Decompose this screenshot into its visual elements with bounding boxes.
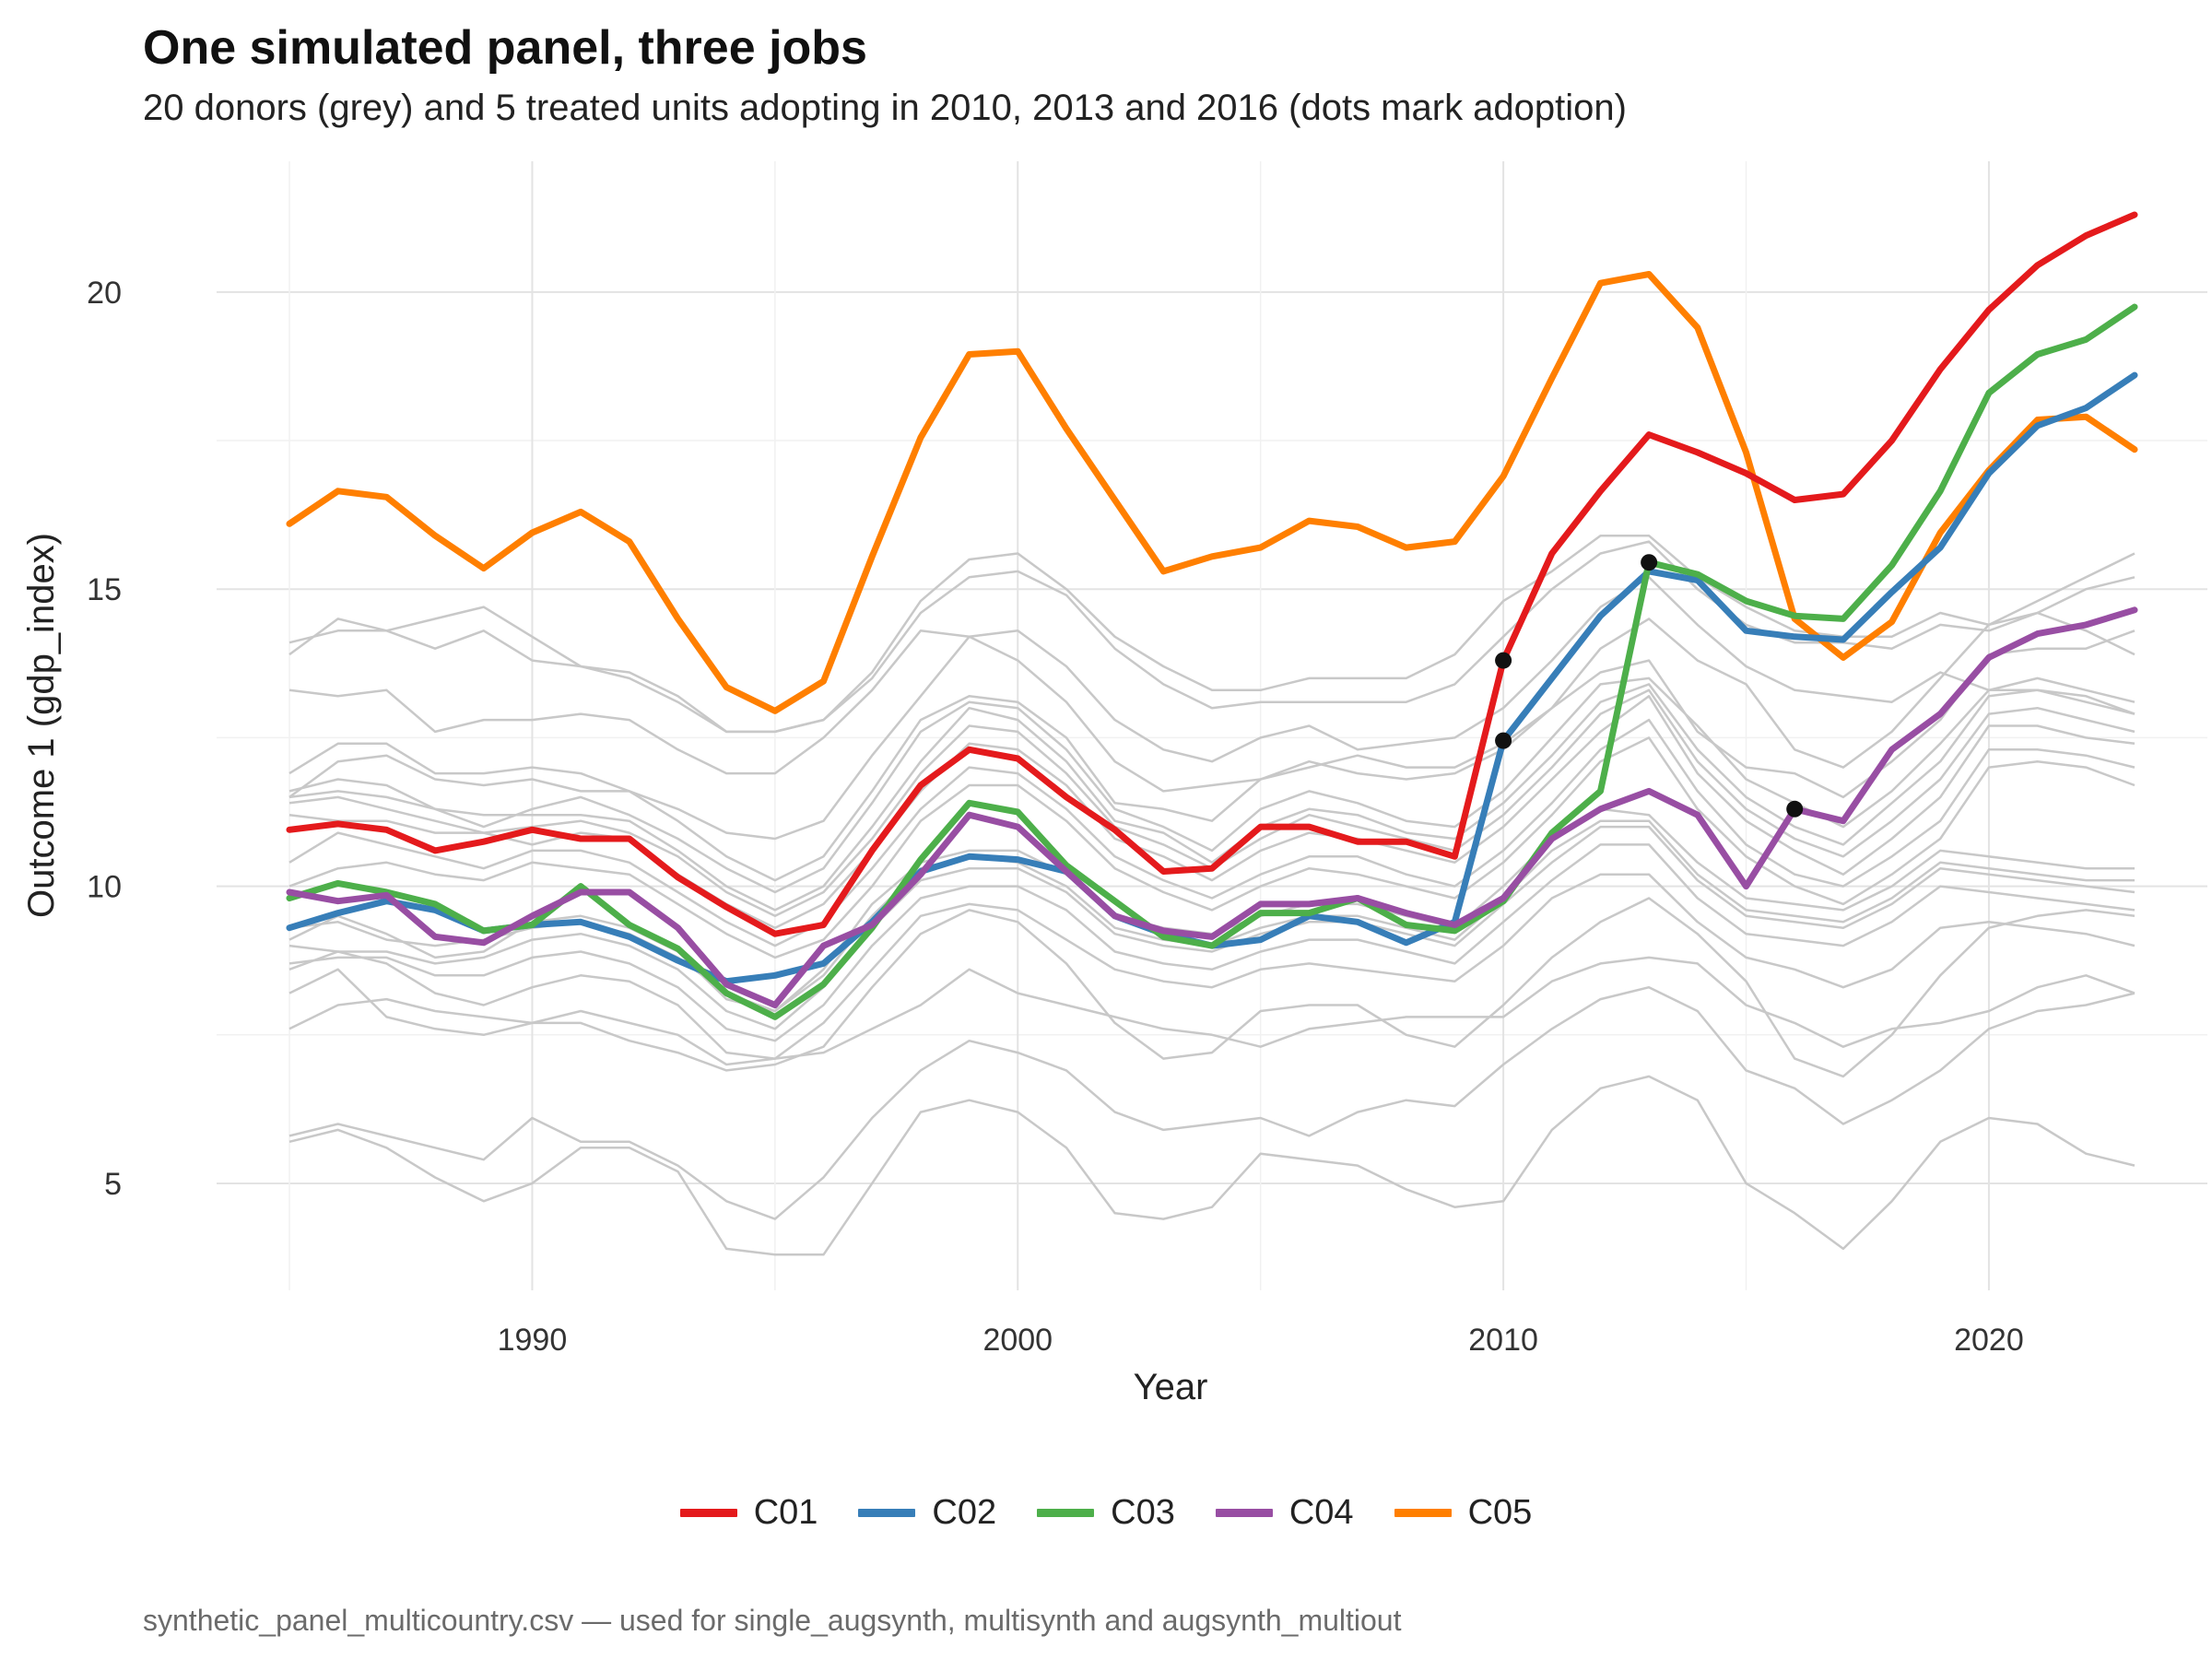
line-chart: 1990 2000 2010 2020 5 10 15 20 Year Outcome 1 … [21,161,2207,1407]
legend-label: C01 [753,1493,818,1532]
chart-subtitle: 20 donors (grey) and 5 treated units ado… [143,88,1627,128]
x-tick-label: 1990 [498,1323,568,1358]
donor-line-15 [288,873,2136,1060]
series-line-c05 [286,271,2138,714]
y-tick-label: 10 [87,870,122,905]
series-lines [286,211,2138,1020]
adoption-dot-c04 [1786,800,1804,818]
legend-label: C05 [1467,1493,1533,1532]
y-axis-ticks: 5 10 15 20 [87,276,122,1202]
legend-item-c03: C03 [1037,1493,1175,1533]
legend-item-c05: C05 [1394,1493,1533,1533]
series-line-c01 [286,211,2138,937]
y-tick-label: 5 [104,1167,122,1202]
grid [217,161,2207,1290]
x-axis-label: Year [1134,1367,1208,1407]
donor-line-11 [288,736,2136,959]
x-tick-label: 2010 [1468,1323,1538,1358]
series-line-c02 [286,371,2138,985]
series-line-c04 [286,606,2138,1008]
adoption-dots [1495,554,1804,818]
donor-line-3 [288,576,2136,775]
donor-line-7 [288,683,2136,912]
y-axis-label: Outcome 1 (gdp_index) [21,533,62,918]
adoption-dot-c02 [1495,732,1512,749]
legend-swatch [1394,1509,1452,1517]
legend-label: C04 [1288,1493,1354,1532]
legend-swatch [679,1509,737,1517]
donor-line-4 [288,611,2136,841]
legend: C01 C02 C03 C04 C05 [0,1493,2212,1533]
donor-line-14 [288,843,2136,1042]
donor-line-5 [288,629,2136,882]
legend-swatch [1215,1509,1273,1517]
legend-label: C02 [932,1493,997,1532]
legend-label: C03 [1111,1493,1175,1532]
donor-line-16 [288,956,2136,1066]
x-tick-label: 2020 [1954,1323,2024,1358]
donor-line-18 [288,985,2136,1220]
legend-item-c02: C02 [858,1493,996,1533]
donor-line-10 [288,718,2136,947]
legend-item-c01: C01 [679,1493,818,1533]
series-line-c03 [286,303,2138,1020]
y-tick-label: 20 [87,276,122,311]
donor-line-9 [288,695,2136,929]
adoption-dot-c01 [1495,652,1512,669]
y-tick-label: 15 [87,572,122,607]
donor-line-19 [288,1075,2136,1256]
donor-line-1 [288,534,2136,734]
adoption-dot-c03 [1641,554,1658,571]
chart-caption: synthetic_panel_multicountry.csv — used … [143,1604,1402,1637]
x-tick-label: 2000 [982,1323,1053,1358]
legend-swatch [1037,1509,1095,1517]
donor-line-13 [288,825,2136,1030]
donor-line-17 [288,897,2136,1078]
legend-item-c04: C04 [1215,1493,1354,1533]
legend-swatch [858,1509,916,1517]
x-axis-ticks: 1990 2000 2010 2020 [498,1323,2024,1358]
chart-title: One simulated panel, three jobs [143,21,867,75]
